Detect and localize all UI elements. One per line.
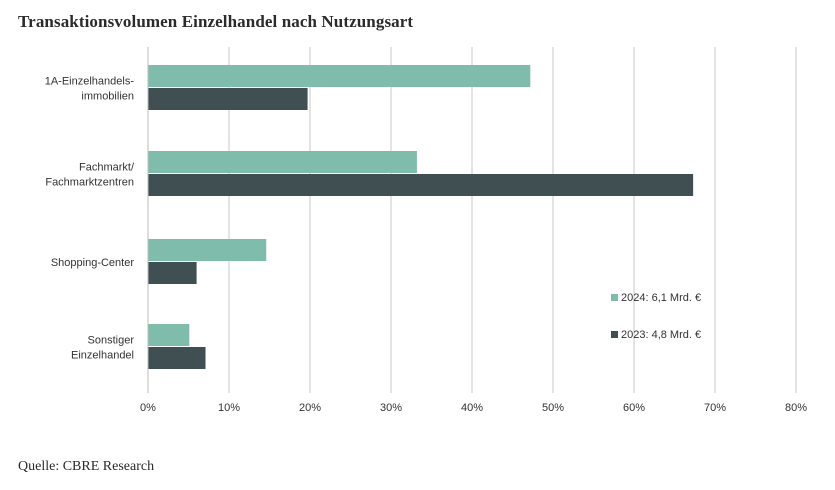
- source-note: Quelle: CBRE Research: [18, 459, 155, 474]
- x-tick-label: 20%: [299, 402, 321, 414]
- bar-2023: [148, 262, 197, 284]
- x-tick-label: 10%: [218, 402, 240, 414]
- category-label: Fachmarktzentren: [45, 177, 134, 189]
- x-tick-label: 0%: [140, 402, 156, 414]
- x-tick-label: 40%: [461, 402, 483, 414]
- bar-2023: [148, 88, 308, 110]
- bar-2024: [148, 324, 190, 346]
- x-tick-label: 60%: [623, 402, 645, 414]
- bar-2023: [148, 347, 206, 369]
- category-label: 1A-Einzelhandels-: [45, 76, 135, 88]
- bar-2024: [148, 239, 267, 261]
- category-label: Fachmarkt/: [79, 162, 135, 174]
- x-tick-label: 70%: [704, 402, 726, 414]
- category-label: immobilien: [81, 91, 134, 103]
- category-label: Einzelhandel: [71, 350, 134, 362]
- legend-swatch: [611, 294, 618, 301]
- bar-2024: [148, 65, 531, 87]
- x-tick-label: 30%: [380, 402, 402, 414]
- legend-swatch: [611, 331, 618, 338]
- bar-2023: [148, 174, 694, 196]
- legend-label: 2024: 6,1 Mrd. €: [621, 292, 701, 304]
- category-label: Shopping-Center: [51, 257, 135, 269]
- category-label: Sonstiger: [88, 335, 135, 347]
- legend-label: 2023: 4,8 Mrd. €: [621, 329, 701, 341]
- chart-title: Transaktionsvolumen Einzelhandel nach Nu…: [18, 12, 414, 31]
- x-tick-label: 80%: [785, 402, 807, 414]
- x-tick-label: 50%: [542, 402, 564, 414]
- bar-2024: [148, 151, 417, 173]
